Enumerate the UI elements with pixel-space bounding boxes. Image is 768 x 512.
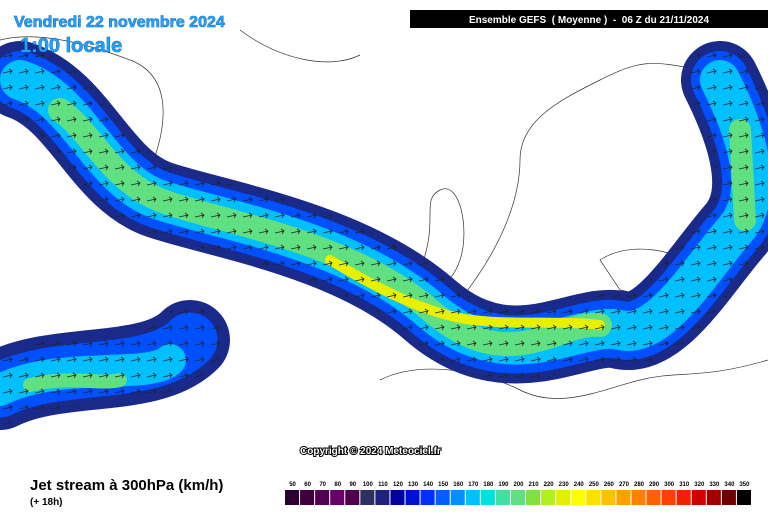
legend-swatch [541,490,556,505]
legend-swatch [375,490,390,505]
legend-label: 110 [378,482,388,488]
legend-swatch [736,490,751,505]
legend-label: 100 [363,482,374,488]
legend-label: 120 [393,482,404,488]
legend-swatch [360,490,375,505]
legend-label: 170 [468,482,479,488]
legend-label: 80 [334,482,341,488]
legend-swatch [330,490,345,505]
legend-swatch [450,490,465,505]
legend-swatch [646,490,661,505]
legend-swatch [571,490,586,505]
legend-label: 340 [724,482,735,488]
legend-label: 320 [694,482,705,488]
legend-swatch [285,490,300,505]
legend-swatch [526,490,541,505]
date-label: Vendredi 22 novembre 2024 [14,14,225,31]
legend-swatch [691,490,706,505]
legend-swatch [586,490,601,505]
header-bar [410,10,768,28]
legend-label: 260 [604,482,615,488]
legend-swatch [676,490,691,505]
legend-swatch [390,490,405,505]
legend-label: 60 [304,482,311,488]
legend-swatch [405,490,420,505]
legend-label: 70 [319,482,326,488]
footer-lead: (+ 18h) [30,497,63,508]
legend-swatch [420,490,435,505]
legend-swatch [495,490,510,505]
copyright: Copyright © 2024 Meteociel.fr [300,446,441,457]
legend-swatch [510,490,526,505]
legend-swatch [631,490,646,505]
legend-label: 50 [289,482,296,488]
legend-swatch [721,490,736,505]
legend-swatch [706,490,721,505]
legend-label: 250 [589,482,600,488]
footer-title: Jet stream à 300hPa (km/h) [30,477,223,494]
time-label: 1:00 locale [20,35,122,57]
legend-swatch [300,490,315,505]
legend-swatch [480,490,495,505]
legend-swatch [601,490,616,505]
legend-label: 180 [483,482,494,488]
model-label: Ensemble GEFS ( Moyenne ) - 06 Z du 21/1… [469,15,710,26]
legend-label: 330 [709,482,720,488]
legend-label: 280 [634,482,645,488]
legend-label: 290 [649,482,660,488]
legend-label: 160 [453,482,464,488]
legend-label: 200 [513,482,524,488]
jet-stream [0,41,768,430]
legend-label: 130 [408,482,419,488]
legend-label: 310 [679,482,690,488]
legend-label: 150 [438,482,449,488]
legend-swatch [315,490,330,505]
legend-swatch [616,490,631,505]
legend-label: 270 [619,482,630,488]
legend-swatch [661,490,676,505]
legend: 50 60 70 80 90 100 110 120 130 140 150 160 170 180 190… [285,482,751,505]
legend-label: 220 [544,482,555,488]
legend-label: 240 [574,482,585,488]
legend-swatch [435,490,450,505]
legend-label: 350 [739,482,750,488]
legend-label: 140 [423,482,434,488]
legend-label: 300 [664,482,675,488]
legend-label: 210 [529,482,540,488]
legend-label: 230 [559,482,570,488]
legend-swatch [465,490,480,505]
legend-swatch [556,490,571,505]
legend-swatch [345,490,360,505]
legend-label: 90 [349,482,356,488]
legend-label: 190 [498,482,509,488]
